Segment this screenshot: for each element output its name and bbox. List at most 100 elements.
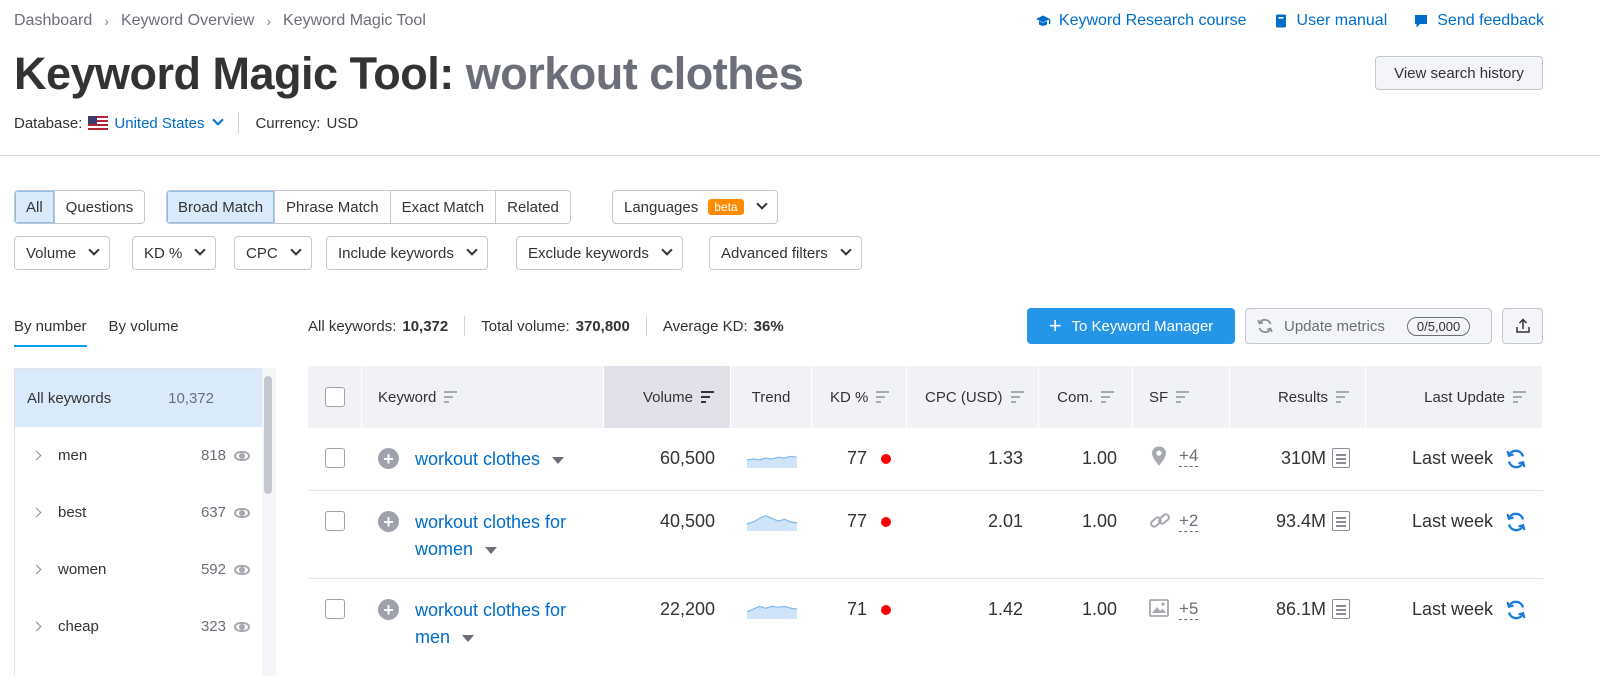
keyword-link[interactable]: workout clothes for women [415, 512, 567, 559]
tab-by-number[interactable]: By number [14, 318, 87, 347]
column-kd[interactable]: KD % [812, 366, 907, 428]
tab-broad-match[interactable]: Broad Match [167, 191, 275, 223]
breadcrumb-current: Keyword Magic Tool [283, 12, 426, 29]
exclude-keywords-filter[interactable]: Exclude keywords [516, 236, 683, 270]
user-manual-link[interactable]: User manual [1273, 12, 1387, 30]
add-keyword-icon[interactable]: + [378, 448, 399, 469]
tab-all[interactable]: All [15, 191, 54, 223]
keyword-link[interactable]: workout clothes for men [415, 600, 567, 647]
graduation-cap-icon [1035, 15, 1051, 26]
export-button[interactable] [1502, 308, 1543, 344]
sf-more-link[interactable]: +5 [1179, 599, 1199, 620]
sf-cell: +5 [1133, 579, 1230, 675]
cpc-filter[interactable]: CPC [234, 236, 312, 270]
column-last-update[interactable]: Last Update [1366, 366, 1543, 428]
chevron-down-icon [88, 244, 100, 256]
table-header: Keyword Volume Trend KD % CPC (USD) Com.… [308, 366, 1543, 428]
eye-icon[interactable] [234, 621, 250, 632]
languages-dropdown[interactable]: Languages beta [612, 190, 778, 224]
cpc-cell: 1.42 [987, 599, 1023, 619]
database-selector[interactable]: United States [114, 114, 225, 132]
chevron-right-icon[interactable] [31, 564, 42, 575]
refresh-icon[interactable] [1505, 448, 1527, 470]
trend-cell [731, 428, 812, 490]
chevron-right-icon[interactable] [31, 621, 42, 632]
column-com[interactable]: Com. [1039, 366, 1133, 428]
serp-document-icon[interactable] [1332, 511, 1350, 531]
eye-icon[interactable] [234, 450, 250, 461]
keyword-cell: + workout clothes [362, 428, 604, 490]
keyword-groups-sidebar: All keywords 10,372 men 818 best 637 wom… [14, 368, 276, 676]
tab-exact-match[interactable]: Exact Match [389, 191, 496, 223]
sidebar-item-men[interactable]: men 818 [15, 427, 276, 484]
sf-more-link[interactable]: +2 [1179, 511, 1199, 532]
column-cpc[interactable]: CPC (USD) [907, 366, 1039, 428]
row-select-cell [308, 491, 362, 578]
plus-icon: + [1048, 313, 1062, 338]
include-keywords-filter[interactable]: Include keywords [326, 236, 488, 270]
sidebar-item-best[interactable]: best 637 [15, 484, 276, 541]
keywords-table: Keyword Volume Trend KD % CPC (USD) Com.… [308, 366, 1543, 675]
serp-document-icon[interactable] [1332, 448, 1350, 468]
sort-icon [876, 391, 890, 403]
send-feedback-link[interactable]: Send feedback [1413, 12, 1544, 30]
header-divider [0, 155, 1600, 156]
sidebar-item-all-keywords[interactable]: All keywords 10,372 [15, 369, 276, 427]
tab-questions[interactable]: Questions [53, 191, 145, 223]
page-title-query: workout clothes [465, 48, 804, 99]
book-icon [1275, 14, 1286, 28]
kd-cell: 71 [812, 579, 907, 675]
tab-related[interactable]: Related [495, 191, 570, 223]
column-volume[interactable]: Volume [604, 366, 731, 428]
breadcrumb-keyword-overview[interactable]: Keyword Overview [120, 12, 255, 29]
chevron-down-icon [212, 114, 225, 126]
cpc-cell: 2.01 [987, 511, 1023, 531]
serp-document-icon[interactable] [1332, 599, 1350, 619]
trend-area [746, 456, 797, 468]
help-links: Keyword Research course User manual Send… [1035, 12, 1544, 30]
update-quota-pill: 0/5,000 [1406, 316, 1471, 336]
row-checkbox[interactable] [325, 448, 345, 468]
refresh-icon[interactable] [1505, 511, 1527, 533]
tab-by-volume[interactable]: By volume [108, 318, 179, 335]
breadcrumb-dashboard[interactable]: Dashboard [14, 12, 93, 29]
volume-filter[interactable]: Volume [14, 236, 111, 270]
column-sf[interactable]: SF [1133, 366, 1230, 428]
average-kd-value: 36% [753, 317, 784, 335]
advanced-filters[interactable]: Advanced filters [709, 236, 862, 270]
sidebar-item-cheap[interactable]: cheap 323 [15, 598, 276, 655]
column-keyword[interactable]: Keyword [362, 366, 604, 428]
add-keyword-icon[interactable]: + [378, 599, 399, 620]
keyword-link[interactable]: workout clothes [415, 446, 565, 473]
caret-down-icon[interactable] [552, 456, 565, 464]
last-update-cell: Last week [1366, 491, 1543, 578]
column-results[interactable]: Results [1230, 366, 1366, 428]
group-tabs: By number By volume [14, 318, 179, 347]
sidebar-item-women[interactable]: women 592 [15, 541, 276, 598]
eye-icon[interactable] [234, 564, 250, 575]
trend-cell [731, 579, 812, 675]
chevron-right-icon[interactable] [31, 450, 42, 461]
trend-line [746, 515, 797, 525]
divider [238, 112, 240, 134]
update-metrics-button[interactable]: Update metrics 0/5,000 [1245, 308, 1492, 344]
chevron-right-icon[interactable] [31, 507, 42, 518]
kd-filter[interactable]: KD % [132, 236, 217, 270]
kd-cell: 77 [812, 491, 907, 578]
to-keyword-manager-button[interactable]: + To Keyword Manager [1027, 308, 1235, 344]
table-row: + workout clothes for women 40,500 77 2.0… [308, 491, 1543, 579]
view-search-history-button[interactable]: View search history [1375, 56, 1543, 90]
eye-icon[interactable] [234, 507, 250, 518]
row-checkbox[interactable] [325, 599, 345, 619]
sidebar-scrollbar[interactable] [264, 376, 272, 494]
sf-more-link[interactable]: +4 [1179, 446, 1199, 467]
tab-phrase-match[interactable]: Phrase Match [274, 191, 390, 223]
keyword-research-course-link[interactable]: Keyword Research course [1035, 12, 1247, 30]
select-all-checkbox[interactable] [324, 387, 345, 407]
row-checkbox[interactable] [325, 511, 345, 531]
caret-down-icon[interactable] [485, 546, 498, 554]
location-pin-icon [1152, 446, 1166, 466]
add-keyword-icon[interactable]: + [378, 511, 399, 532]
refresh-icon[interactable] [1505, 599, 1527, 621]
caret-down-icon[interactable] [462, 634, 475, 642]
